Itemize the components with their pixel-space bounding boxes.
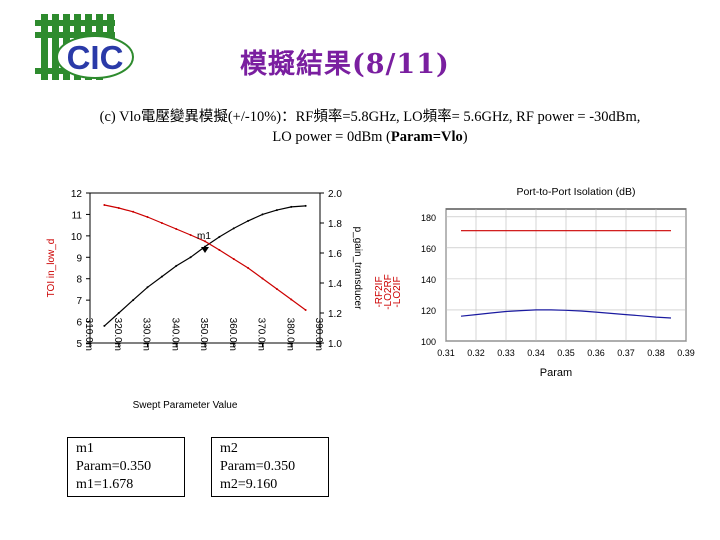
data-point (132, 210, 135, 213)
data-point (117, 312, 120, 314)
y-tick-label: 10 (71, 232, 83, 243)
marker-box-line: m2 (220, 441, 238, 456)
logo-graphic: CIC (35, 14, 134, 80)
data-point (275, 288, 278, 290)
y2-tick-label: 1.0 (328, 339, 342, 350)
data-point (175, 228, 178, 230)
data-point (232, 227, 235, 230)
subtitle: (c) Vlo電壓變異模擬(+/-10%)：RF頻率=5.8GHz, LO頻率=… (20, 107, 720, 147)
x-tick-label: 350.0m (198, 318, 209, 351)
x-tick-label: 310.0m (83, 318, 94, 351)
x-tick-label: 0.37 (617, 348, 635, 358)
y-tick-label: 5 (76, 339, 82, 350)
data-point (189, 234, 192, 236)
x-tick-label: 0.34 (527, 348, 545, 358)
y2-tick-label: 2.0 (328, 189, 342, 200)
series-line-1 (104, 204, 306, 311)
y-tick-label: 120 (421, 306, 436, 316)
data-point (304, 204, 307, 207)
y2-tick-label: 1.8 (328, 219, 342, 230)
y-tick-label: 140 (421, 275, 436, 285)
data-point (132, 299, 135, 302)
marker-box-line: m2=9.160 (220, 477, 278, 492)
data-point (175, 264, 178, 267)
y-tick-label: 12 (71, 189, 83, 200)
data-point (247, 219, 250, 222)
series-line-0 (103, 205, 306, 327)
data-point (160, 222, 163, 224)
legend-entry: -LO2RF (383, 274, 394, 310)
subtitle-param-highlight: Param=Vlo (390, 129, 463, 145)
x-tick-label: 360.0m (227, 318, 238, 351)
data-point (218, 249, 221, 251)
data-point (290, 205, 293, 208)
subtitle-line-2-prefix: LO power = 0dBm ( (272, 129, 391, 145)
page-title: 模擬結果(8/11) (240, 49, 450, 80)
data-point (204, 240, 206, 243)
y-tick-label: 9 (76, 253, 82, 264)
subtitle-line-2-suffix: ) (462, 129, 468, 145)
data-point (275, 209, 278, 212)
x-tick-label: 370.0m (256, 318, 267, 351)
x-tick-label: 340.0m (169, 318, 180, 351)
x-tick-label: 0.31 (437, 348, 455, 358)
x-tick-label: 0.33 (497, 348, 515, 358)
chart-title: Port-to-Port Isolation (dB) (516, 186, 635, 198)
y-tick-label: 8 (76, 275, 82, 286)
marker-triangle (201, 247, 209, 253)
data-point (232, 258, 235, 260)
x-tick-label: 390.0m (313, 318, 324, 351)
cic-logo: CIC (35, 12, 135, 82)
data-point (304, 309, 307, 311)
series-line-1 (460, 309, 672, 319)
x-axis-label: Param (540, 367, 572, 379)
x-tick-label: 320.0m (112, 318, 123, 351)
data-point (146, 216, 149, 218)
y-tick-label: 160 (421, 244, 436, 254)
y-tick-label: 7 (76, 296, 82, 307)
data-point (290, 298, 293, 301)
toi-gain-chart: 5 6 7 8 9 10 11 12 1.0 1.2 1.4 1.6 1.8 2.0 310.0m 320.0… (46, 189, 363, 411)
x-tick-label: 0.38 (647, 348, 665, 358)
isolation-chart: Port-to-Port Isolation (dB) 0.31 0.32 0.33 0… (374, 186, 695, 379)
marker-box-m2: m2 Param=0.350 m2=9.160 (211, 437, 329, 497)
y2-tick-label: 1.6 (328, 249, 342, 260)
data-point (218, 235, 221, 238)
data-point (103, 204, 106, 206)
data-point (261, 213, 264, 216)
y-axis-label: TOI in_low_d (46, 239, 57, 298)
x-tick-label: 330.0m (141, 318, 152, 351)
x-tick-label: 380.0m (284, 318, 295, 351)
logo-text: CIC (67, 39, 124, 76)
data-point (261, 277, 264, 280)
subtitle-line-2: LO power = 0dBm (Param=Vlo) (20, 127, 720, 147)
marker-label: m1 (197, 231, 211, 242)
data-point (146, 286, 149, 289)
y2-axis-label: p_gain_transducer (352, 227, 363, 311)
marker-box-line: m1=1.678 (76, 477, 134, 492)
y2-tick-label: 1.4 (328, 279, 342, 290)
legend-entry: -RF2IF (374, 276, 385, 307)
data-point (160, 275, 163, 278)
marker-box-line: Param=0.350 (220, 459, 296, 474)
marker-box-line: m1 (76, 441, 94, 456)
legend-entry: -LO2IF (392, 276, 403, 307)
y-tick-label: 180 (421, 213, 436, 223)
y-tick-label: 6 (76, 318, 82, 329)
data-point (189, 256, 192, 259)
x-tick-label: 0.36 (587, 348, 605, 358)
y-tick-label: 100 (421, 337, 436, 347)
subtitle-line-1: (c) Vlo電壓變異模擬(+/-10%)：RF頻率=5.8GHz, LO頻率=… (99, 109, 641, 125)
y2-tick-label: 1.2 (328, 309, 342, 320)
x-tick-label: 0.39 (677, 348, 695, 358)
x-axis-label: Swept Parameter Value (133, 400, 238, 411)
marker-box-line: Param=0.350 (76, 459, 152, 474)
x-tick-label: 0.35 (557, 348, 575, 358)
data-point (247, 267, 250, 269)
data-point (103, 324, 106, 327)
marker-box-m1: m1 Param=0.350 m1=1.678 (67, 437, 185, 497)
x-tick-label: 0.32 (467, 348, 485, 358)
y-tick-label: 11 (72, 210, 83, 221)
data-point (117, 207, 120, 209)
